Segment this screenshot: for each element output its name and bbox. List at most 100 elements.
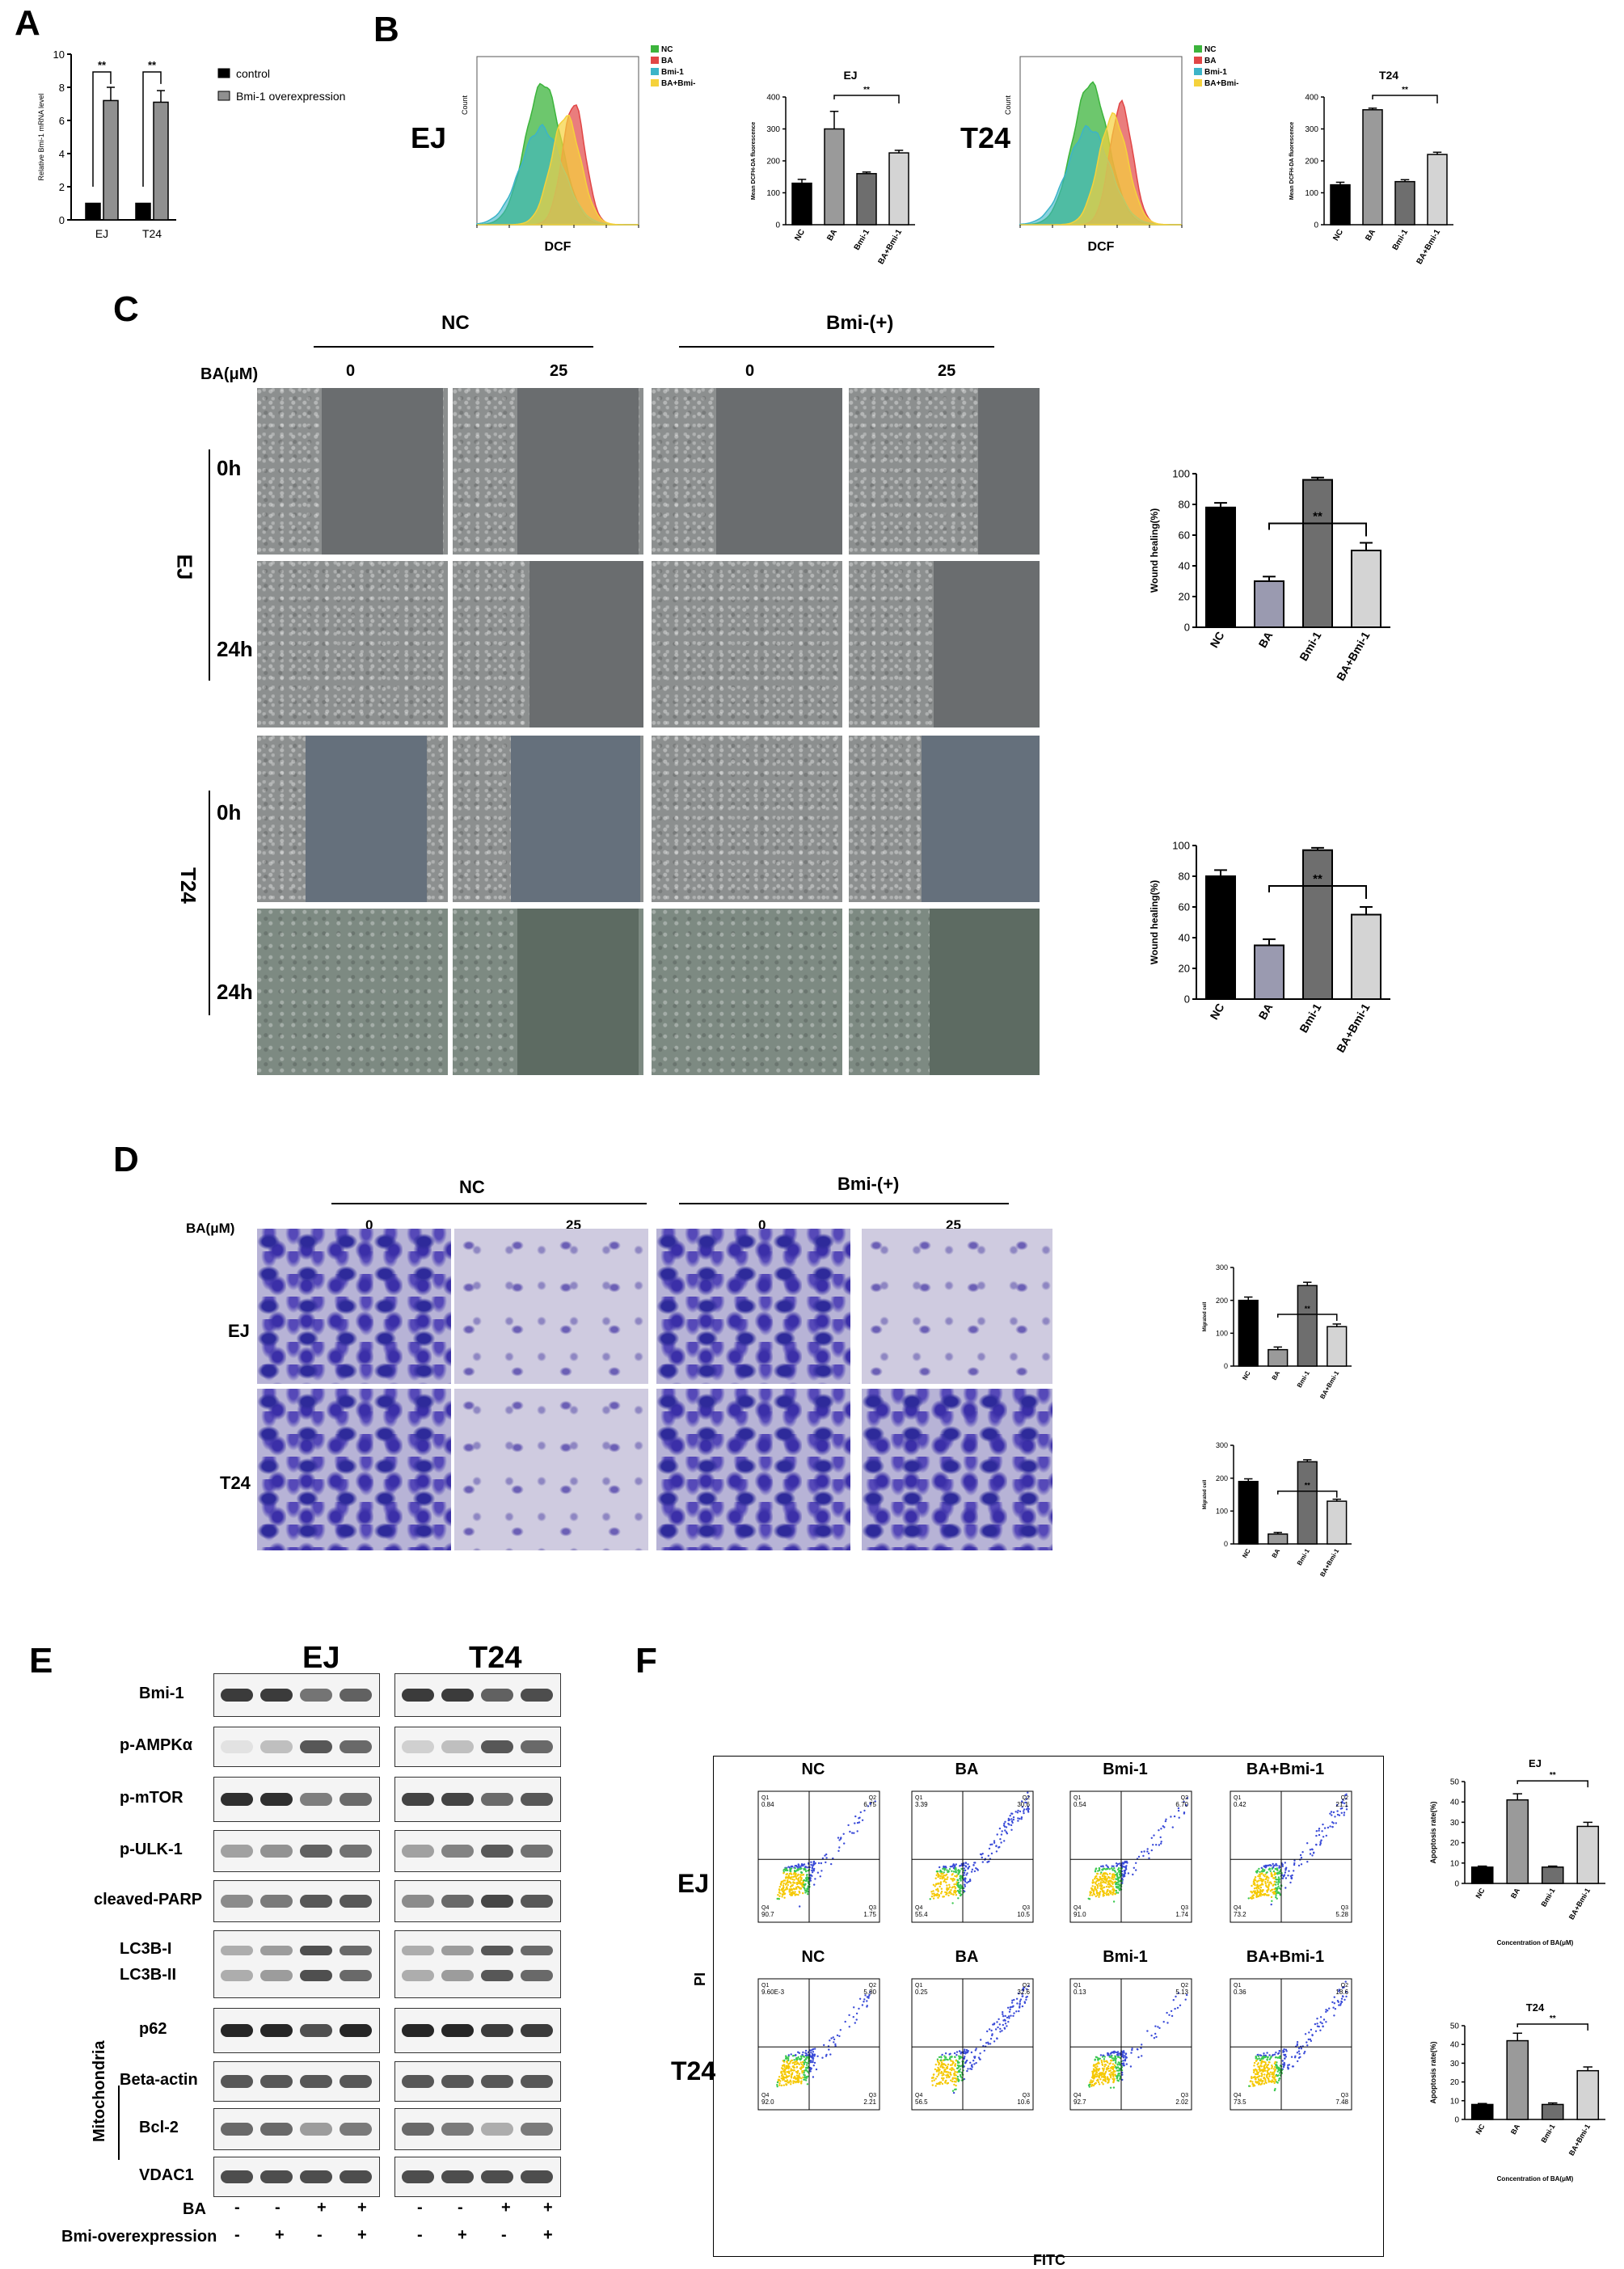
facs-event [1099,1869,1101,1871]
facs-event [1339,1807,1342,1810]
facs-event [812,1861,815,1863]
facs-event [797,1893,799,1896]
facs-event [782,1869,785,1871]
bar-ba-bmi-1 [1327,1326,1348,1367]
facs-event [790,1882,792,1884]
x-tick-label: NC [1331,228,1345,243]
facs-event [790,2077,793,2079]
facs-event [953,1879,955,1881]
facs-event [1315,1834,1318,1837]
facs-event [1284,1867,1287,1870]
blot-band [521,1793,553,1806]
facs-event [791,1888,794,1891]
facs-event [1096,1894,1099,1896]
quadrant-name: Q1 [1234,1795,1241,1801]
facs-event [1274,2056,1277,2059]
facs-event [969,2061,972,2064]
facs-event [1273,1880,1276,1883]
facs-event [1095,2071,1099,2073]
facs-frame [1230,1978,1352,2111]
blot-band [481,1946,513,1955]
facs-event [830,2037,833,2039]
blot-strip [394,1777,561,1822]
facs-event [804,2078,806,2081]
facs-event [1252,1880,1255,1883]
facs-event [1003,1840,1006,1842]
panel-c-nc-underline [314,346,593,348]
facs-event [791,2069,795,2072]
quadrant-name: Q1 [761,1795,769,1801]
facs-event [1170,1816,1172,1818]
bar-ba [1506,2039,1529,2120]
facs-event [794,1882,796,1884]
facs-event [945,1873,948,1876]
bmi-sign: + [357,2226,367,2244]
facs-event [1278,1865,1280,1867]
facs-event [1272,1866,1275,1869]
facs-event [1259,1873,1262,1875]
facs-event [1251,1892,1254,1894]
facs-event [942,2072,944,2075]
facs-event [1265,2066,1268,2069]
y-tick-label: 8 [59,82,65,94]
facs-event [1251,2081,1254,2083]
facs-event [1174,2007,1176,2010]
facs-event [1123,1873,1125,1876]
facs-event [799,1905,801,1908]
panel-d-group-nc: NC [459,1177,485,1197]
facs-frame [757,1978,880,2111]
blot-strip [394,1830,561,1872]
facs-event [1345,1805,1348,1807]
facs-event [1177,1809,1180,1812]
facs-event [965,2048,968,2052]
significance-bracket: ** [1268,872,1367,899]
facs-event [1090,1888,1093,1892]
facs-event [1259,2054,1263,2057]
facs-event [776,2081,779,2084]
blot-band [300,1895,332,1908]
facs-event [869,1991,871,1993]
ba-sign: + [501,2199,511,2216]
facs-event [1116,2074,1120,2077]
facs-event [842,1832,845,1835]
facs-event [795,2077,797,2080]
facs-event [1340,1997,1343,2000]
blot-strip [213,1777,380,1822]
facs-event [795,2081,798,2083]
facs-event [1340,1811,1343,1814]
panel-d-conc-1: 0 [365,1217,373,1233]
facs-event [1094,2082,1097,2085]
facs-event [806,2061,808,2064]
facs-event [1111,2052,1113,2054]
quadrant-value: 21.1 [1335,1801,1348,1808]
facs-column-title: NC [801,1948,825,1966]
facs-event [789,1868,792,1870]
facs-event [785,1886,788,1889]
facs-event [1023,1808,1026,1811]
panel-c-group-nc: NC [441,312,470,334]
facs-event [944,1874,947,1877]
facs-event [963,1874,965,1876]
facs-event [1264,1882,1267,1885]
facs-event [812,2051,815,2053]
facs-event [874,1800,876,1803]
facs-event [1126,1862,1128,1864]
wound-image [849,561,1040,728]
blot-band [340,2024,372,2037]
blot-band [521,1740,553,1753]
facs-event [778,2076,781,2078]
facs-event [825,1853,828,1856]
facs-event [778,1898,780,1900]
blot-band [221,1740,253,1753]
panel-c-t24-24h: 24h [217,980,253,1004]
facs-event [803,2072,805,2074]
facs-event [1141,2043,1143,2046]
quadrant-value: 92.0 [761,2098,774,2106]
facs-event [940,1870,943,1873]
blot-band [441,1740,474,1753]
blot-band [340,1895,372,1908]
y-tick-label: 4 [59,148,65,160]
facs-event [802,2065,805,2068]
facs-event [1010,2001,1014,2004]
facs-event [1115,1889,1118,1892]
